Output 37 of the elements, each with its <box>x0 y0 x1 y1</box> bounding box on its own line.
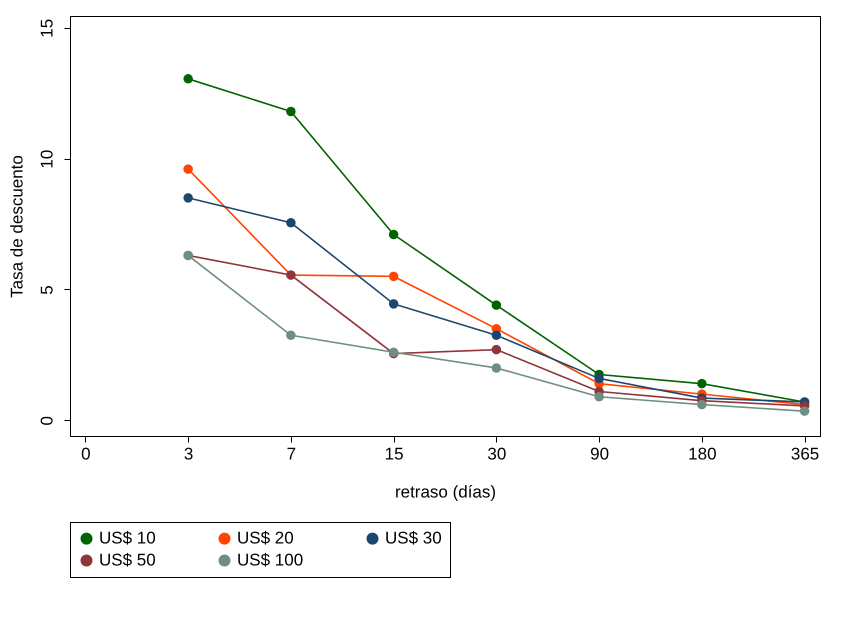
point <box>183 193 193 203</box>
legend-label: US$ 100 <box>237 550 304 570</box>
point <box>492 344 502 354</box>
point <box>800 406 810 416</box>
x-tick-label: 90 <box>590 444 610 464</box>
x-tick-label: 365 <box>790 444 820 464</box>
y-tick-label: 15 <box>38 18 56 38</box>
x-axis-title: retraso (días) <box>394 482 496 502</box>
y-axis-title: Tasa de descuento <box>8 155 26 298</box>
point <box>286 218 296 228</box>
legend-label: US$ 10 <box>99 528 156 548</box>
y-tick-label: 0 <box>38 416 56 426</box>
legend-label: US$ 50 <box>99 550 156 570</box>
point <box>492 330 502 340</box>
point <box>183 74 193 84</box>
x-tick-label: 15 <box>384 444 404 464</box>
y-tick-label: 5 <box>38 285 56 295</box>
x-tick-label: 0 <box>81 444 91 464</box>
legend-label: US$ 20 <box>237 528 294 548</box>
point <box>183 164 193 174</box>
x-tick-label: 7 <box>286 444 296 464</box>
point <box>492 300 502 310</box>
legend-label: US$ 30 <box>385 528 442 548</box>
x-tick-label: 180 <box>688 444 717 464</box>
point <box>388 230 398 240</box>
point <box>388 272 398 282</box>
point <box>388 299 398 309</box>
point <box>594 374 604 384</box>
point <box>286 106 296 116</box>
point <box>492 363 502 373</box>
point <box>286 330 296 340</box>
point <box>697 378 707 388</box>
x-tick-label: 30 <box>487 444 506 464</box>
y-tick-label: 10 <box>38 150 56 169</box>
point <box>594 392 604 402</box>
x-tick-label: 3 <box>184 444 194 464</box>
point <box>697 400 707 410</box>
